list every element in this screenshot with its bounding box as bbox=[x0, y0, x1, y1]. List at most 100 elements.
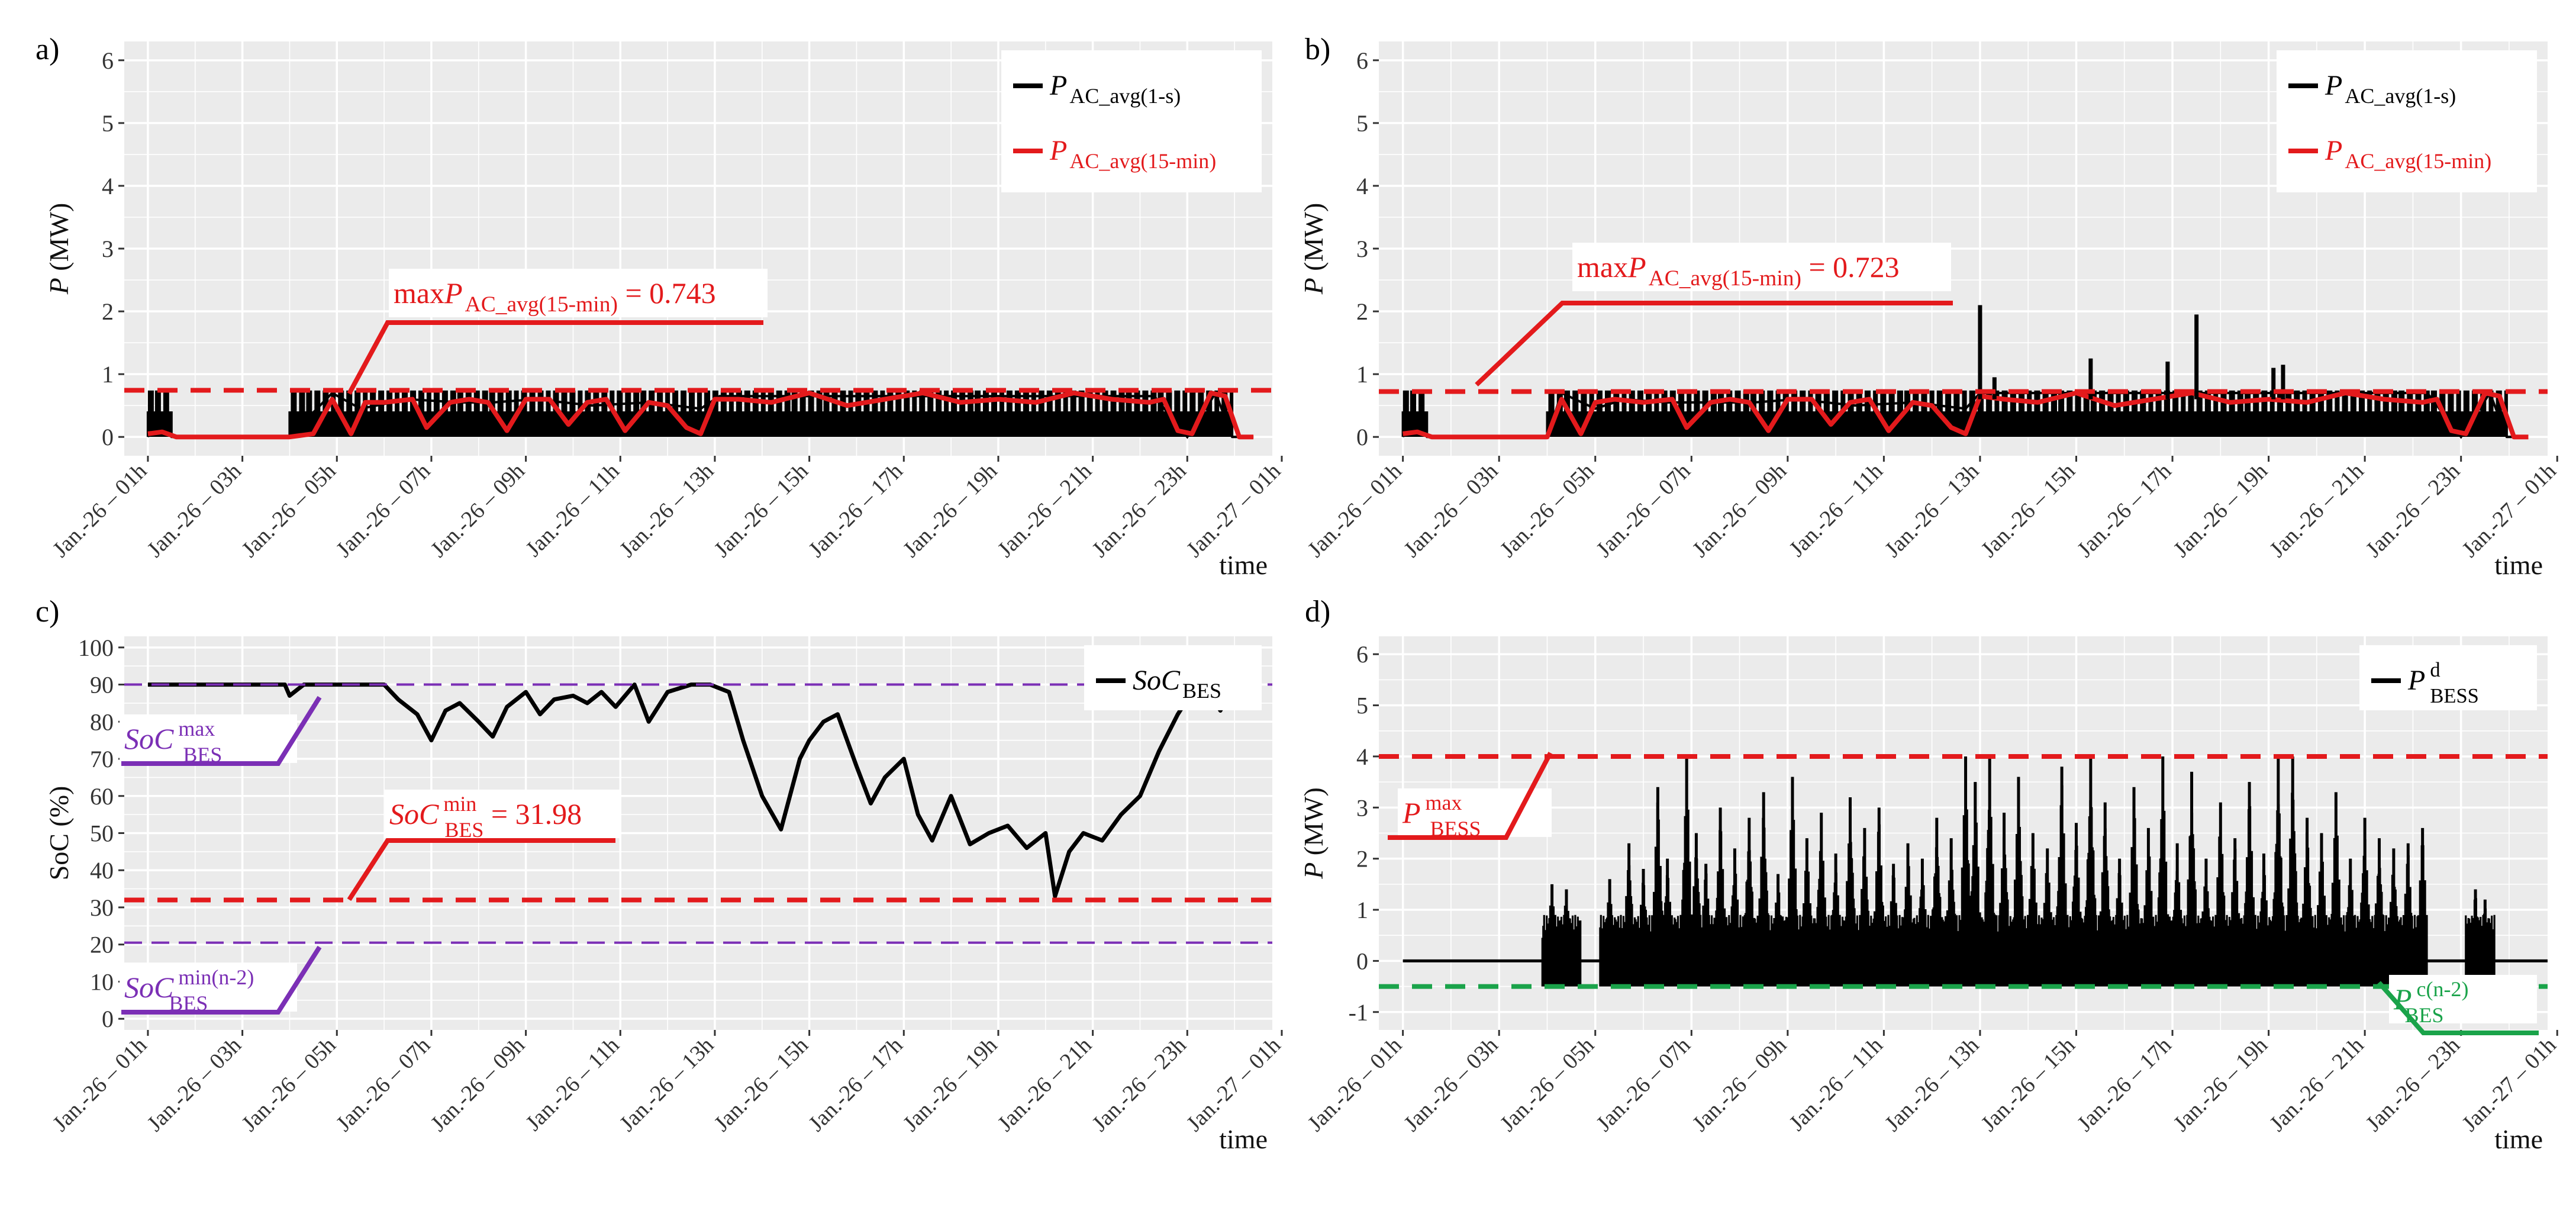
x-tick-label: Jan.-26 – 07h bbox=[331, 459, 435, 562]
label-symbol: P bbox=[1049, 135, 1067, 166]
x-tick-label: Jan.-26 – 17h bbox=[804, 1033, 907, 1136]
y-axis-label: P (MW) bbox=[44, 203, 74, 295]
y-tick-label: 40 bbox=[90, 857, 114, 884]
y-axis-symbol: P bbox=[1298, 278, 1329, 295]
x-tick-label: Jan.-26 – 13h bbox=[615, 459, 718, 562]
legend-entry-label: P AC_avg(1-s) bbox=[1049, 70, 1181, 108]
x-tick-label: Jan.-26 – 23h bbox=[1087, 1033, 1191, 1136]
series-line-1 bbox=[1403, 390, 2529, 440]
x-tick-label: Jan.-26 – 05h bbox=[1495, 1033, 1599, 1136]
y-axis-unit: (MW) bbox=[1298, 787, 1329, 862]
legend: P AC_avg(1-s) P AC_avg(15-min) bbox=[1001, 50, 1262, 192]
x-tick-label: Jan.-26 – 07h bbox=[1591, 459, 1695, 562]
callout-text: maxP AC_avg(15-min) = 0.743 bbox=[394, 276, 716, 317]
y-tick-label: 2 bbox=[102, 298, 114, 325]
x-tick-label: Jan.-26 – 15h bbox=[710, 1033, 813, 1136]
y-tick-label: 3 bbox=[1356, 794, 1368, 821]
label-sub: BES bbox=[1182, 679, 1221, 703]
label-symbol: P bbox=[1049, 70, 1067, 101]
x-axis-label: time bbox=[2494, 1124, 2543, 1154]
label-prefix: max bbox=[1577, 250, 1628, 284]
callout-text: maxP AC_avg(15-min) = 0.723 bbox=[1577, 250, 1900, 291]
x-tick-label: Jan.-27 – 01h bbox=[2457, 1033, 2561, 1136]
data-layer bbox=[1401, 305, 2529, 440]
label-prefix: max bbox=[394, 276, 444, 310]
y-tick-label: 70 bbox=[90, 746, 114, 772]
x-tick-label: Jan.-26 – 03h bbox=[1399, 1033, 1503, 1136]
y-tick-label: 60 bbox=[90, 783, 114, 810]
x-axis-label: time bbox=[1219, 1124, 1268, 1154]
y-tick-label: 0 bbox=[1356, 948, 1368, 974]
callout-leader bbox=[347, 838, 615, 901]
x-tick-label: Jan.-26 – 05h bbox=[1495, 459, 1599, 562]
legend: P AC_avg(1-s) P AC_avg(15-min) bbox=[2277, 50, 2537, 192]
data-layer bbox=[147, 682, 1254, 899]
y-tick-label: 100 bbox=[78, 635, 114, 661]
x-tick-label: Jan.-26 – 03h bbox=[143, 1033, 246, 1136]
series-1s-band-path bbox=[1401, 390, 2529, 439]
legend-box bbox=[2277, 50, 2537, 192]
x-tick-label: Jan.-26 – 09h bbox=[1688, 459, 1791, 562]
y-tick-label: 0 bbox=[1356, 424, 1368, 450]
x-tick-label: Jan.-26 – 23h bbox=[1087, 459, 1191, 562]
x-tick-label: Jan.-26 – 23h bbox=[2361, 1033, 2465, 1136]
callout-box bbox=[1572, 243, 1951, 291]
callout-box bbox=[120, 963, 297, 1012]
label-sub: AC_avg(1-s) bbox=[2345, 84, 2456, 108]
y-tick-label: 80 bbox=[90, 709, 114, 735]
callout-leader bbox=[2377, 981, 2539, 1035]
y-tick-label: 6 bbox=[1356, 47, 1368, 74]
label-symbol: P bbox=[1627, 250, 1646, 284]
series-line-1 bbox=[147, 390, 1254, 440]
label-value: = 31.98 bbox=[483, 797, 582, 830]
series-1s-band-path bbox=[146, 390, 1254, 439]
callout-leader bbox=[1475, 301, 1953, 387]
x-tick-label: Jan.-26 – 11h bbox=[521, 459, 624, 562]
x-tick-label: Jan.-26 – 23h bbox=[2361, 459, 2465, 562]
legend: SoC BES bbox=[1084, 645, 1262, 710]
y-axis-unit: (MW) bbox=[1298, 203, 1329, 278]
x-tick-label: Jan.-26 – 07h bbox=[331, 1033, 435, 1136]
y-tick-label: 3 bbox=[1356, 236, 1368, 262]
x-tick-label: Jan.-26 – 19h bbox=[898, 1033, 1002, 1136]
x-tick-label: Jan.-26 – 01h bbox=[48, 459, 151, 562]
y-tick-label: 6 bbox=[1356, 641, 1368, 668]
label-sup: d bbox=[2430, 659, 2440, 681]
x-tick-label: Jan.-26 – 11h bbox=[1785, 1033, 1888, 1136]
label-sup: min bbox=[443, 792, 476, 816]
x-tick-label: Jan.-26 – 15h bbox=[1977, 459, 2080, 562]
y-axis-label: P (MW) bbox=[1298, 787, 1329, 880]
y-tick-label: 0 bbox=[102, 424, 114, 450]
callout-leader bbox=[1388, 752, 1553, 840]
legend-entry-label: P AC_avg(1-s) bbox=[2324, 70, 2456, 108]
label-sub: AC_avg(15-min) bbox=[465, 292, 618, 317]
y-tick-label: 4 bbox=[1356, 173, 1368, 199]
x-axis-label: time bbox=[2494, 550, 2543, 580]
x-tick-label: Jan.-26 – 21h bbox=[2265, 459, 2368, 562]
series-line-0 bbox=[147, 682, 1254, 899]
callout-box bbox=[2389, 975, 2537, 1023]
label-sup: max bbox=[1426, 791, 1462, 814]
socmin-annotation: SoC min BES = 31.98 bbox=[347, 790, 621, 901]
panel-label: d) bbox=[1305, 595, 1330, 629]
label-sup: max bbox=[178, 717, 215, 740]
y-axis-symbol: P bbox=[44, 278, 74, 295]
label-sub: BES bbox=[2405, 1003, 2444, 1027]
legend-entry-label: P AC_avg(15-min) bbox=[2324, 135, 2491, 173]
label-symbol: P bbox=[2324, 70, 2342, 101]
legend-entry-label: SoC BES bbox=[1133, 665, 1221, 703]
series-pbess-path bbox=[1541, 760, 2496, 987]
max-p-annotation: maxP AC_avg(15-min) = 0.743 bbox=[347, 269, 768, 395]
x-tick-label: Jan.-26 – 11h bbox=[1785, 459, 1888, 562]
legend-entry-label: P AC_avg(15-min) bbox=[1049, 135, 1216, 173]
label-value: = 0.743 bbox=[618, 276, 716, 310]
x-tick-label: Jan.-26 – 21h bbox=[993, 1033, 1097, 1136]
y-tick-label: 0 bbox=[102, 1006, 114, 1032]
x-tick-label: Jan.-26 – 01h bbox=[1303, 1033, 1407, 1136]
callout-leader bbox=[121, 695, 322, 766]
